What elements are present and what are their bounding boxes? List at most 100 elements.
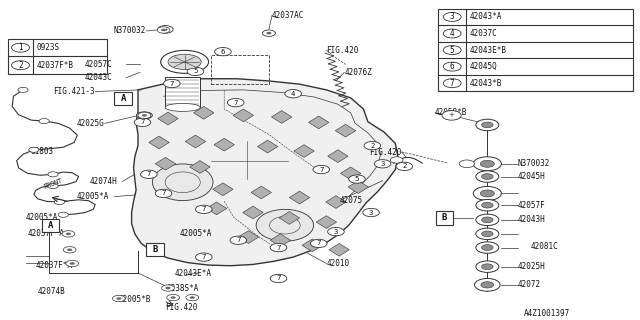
Text: 0923S: 0923S [36,43,60,52]
Circle shape [158,26,173,33]
FancyBboxPatch shape [436,211,454,225]
Text: 42045Q: 42045Q [470,62,498,71]
Text: A: A [48,221,53,230]
Circle shape [156,189,172,197]
Text: B: B [442,213,447,222]
Text: FIG.420: FIG.420 [166,303,198,312]
Text: 42043C: 42043C [84,73,113,82]
Polygon shape [206,202,227,215]
Circle shape [349,175,365,183]
Text: 7: 7 [202,254,206,260]
Text: 42037C: 42037C [470,29,498,38]
Circle shape [270,244,287,252]
Text: 42043H: 42043H [518,215,546,224]
Text: 2: 2 [370,143,374,148]
Text: 42074B: 42074B [38,287,65,296]
Text: +: + [163,27,168,32]
Text: FIG.420: FIG.420 [369,148,402,156]
Circle shape [460,160,474,168]
Circle shape [476,214,499,226]
Circle shape [476,199,499,211]
Circle shape [187,67,204,76]
Circle shape [390,157,403,163]
Circle shape [66,260,79,267]
Circle shape [310,239,327,248]
Circle shape [476,242,499,253]
Text: 42057C: 42057C [84,60,113,69]
Polygon shape [289,191,310,204]
Circle shape [442,111,461,120]
Text: 42043*A: 42043*A [470,12,502,21]
Text: 3: 3 [334,229,338,235]
Polygon shape [329,244,349,256]
Text: A: A [120,94,126,103]
Text: 6: 6 [221,49,225,55]
Polygon shape [294,145,314,157]
Circle shape [195,205,212,213]
Circle shape [214,48,231,56]
Circle shape [444,12,461,21]
Polygon shape [214,138,234,151]
Circle shape [476,261,499,272]
Text: 42005*B: 42005*B [119,295,151,304]
Circle shape [363,208,380,217]
Text: 7: 7 [450,79,454,88]
Circle shape [285,90,301,98]
Text: A4Z1001397: A4Z1001397 [524,309,571,318]
Circle shape [134,118,151,126]
Text: 4: 4 [450,29,454,38]
Circle shape [474,278,500,291]
Text: 5: 5 [193,68,198,75]
Circle shape [166,287,171,289]
Circle shape [473,157,501,171]
Text: 2: 2 [18,61,23,70]
Circle shape [113,295,125,302]
Text: 7: 7 [234,100,238,106]
Text: 42076Z: 42076Z [344,68,372,77]
Circle shape [266,32,271,35]
Polygon shape [279,212,300,224]
Text: 3: 3 [369,210,373,216]
Circle shape [481,174,493,180]
Polygon shape [156,157,175,170]
Text: 42043*B: 42043*B [470,79,502,88]
Circle shape [480,160,494,167]
Text: 7: 7 [276,276,281,282]
Polygon shape [302,239,323,252]
Circle shape [481,282,493,288]
Circle shape [48,184,58,188]
Circle shape [481,217,493,223]
Text: 7: 7 [202,206,206,212]
Circle shape [58,212,68,217]
Circle shape [161,29,166,31]
Circle shape [481,202,493,208]
Text: 7: 7 [170,81,174,86]
Circle shape [480,190,494,197]
Text: 7: 7 [147,171,151,177]
Circle shape [164,79,180,88]
Circle shape [70,262,75,265]
Text: 0238S*A: 0238S*A [167,284,199,292]
Ellipse shape [256,209,314,241]
Text: 42075: 42075 [339,196,362,205]
Text: 42045H: 42045H [518,172,546,181]
Circle shape [481,122,493,128]
Circle shape [66,233,71,235]
Text: N370032: N370032 [518,159,550,168]
FancyBboxPatch shape [147,243,164,257]
Text: 42010: 42010 [326,259,349,268]
Polygon shape [308,116,329,129]
Text: 42025G: 42025G [77,119,105,128]
Text: 42037F*A: 42037F*A [35,261,72,270]
Circle shape [157,27,170,33]
Circle shape [230,236,246,244]
Polygon shape [132,79,398,266]
Text: FRONT: FRONT [43,178,63,190]
Text: 42025H: 42025H [518,262,546,271]
Circle shape [473,187,501,200]
Text: 81803: 81803 [30,147,53,156]
Ellipse shape [262,30,275,36]
Ellipse shape [136,112,152,119]
Polygon shape [326,196,346,208]
Circle shape [313,165,330,174]
